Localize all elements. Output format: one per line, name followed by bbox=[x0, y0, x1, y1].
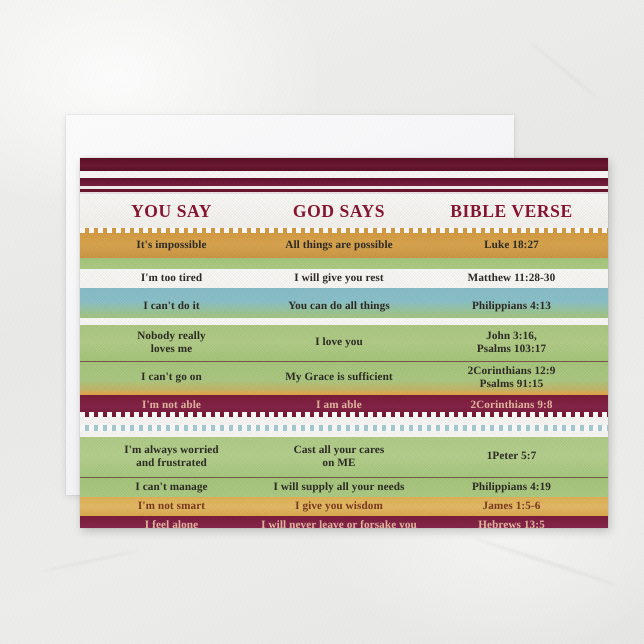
divider-stripe-white bbox=[80, 431, 608, 437]
column-header-bible-verse: BIBLE VERSE bbox=[450, 200, 573, 221]
top-band-white-3 bbox=[80, 192, 608, 194]
top-band-white-2 bbox=[80, 186, 608, 189]
cell-you-say: I'm always worried and frustrated bbox=[124, 443, 219, 470]
column-header-you-say: YOU SAY bbox=[131, 200, 212, 221]
cell-you-say: I feel alone bbox=[144, 519, 199, 528]
cell-you-say: It's impossible bbox=[136, 239, 207, 252]
cell-god-says: I will never leave or forsake you bbox=[261, 519, 417, 528]
table-row[interactable]: I can't do it You can do all things Phil… bbox=[80, 288, 608, 318]
cell-you-say: Nobody really loves me bbox=[137, 329, 206, 356]
marble-vein bbox=[529, 41, 601, 101]
cell-verse: John 3:16, Psalms 103:17 bbox=[476, 329, 547, 356]
divider-stripe-orange bbox=[80, 393, 608, 395]
cell-god-says: My Grace is sufficient bbox=[285, 371, 393, 384]
cell-god-says: I will supply all your needs bbox=[273, 481, 405, 494]
top-band-maroon-thin bbox=[80, 189, 608, 192]
top-band-maroon-medium bbox=[80, 178, 608, 186]
table-row[interactable]: Nobody really loves me I love you John 3… bbox=[80, 325, 608, 361]
table-row[interactable]: It's impossible All things are possible … bbox=[80, 228, 608, 258]
cell-verse: Matthew 11:28-30 bbox=[467, 271, 556, 284]
cell-god-says: Cast all your cares on ME bbox=[293, 443, 385, 470]
cell-you-say: I can't do it bbox=[143, 299, 200, 312]
row-divider-line bbox=[80, 361, 608, 362]
marble-vein bbox=[40, 549, 140, 573]
dotted-ribbon-icon bbox=[80, 425, 608, 431]
cell-verse: 1Peter 5:7 bbox=[486, 450, 537, 463]
dotted-ribbon-icon bbox=[80, 412, 608, 417]
table-row[interactable]: I'm not able I am able 2Corinthians 9:8 bbox=[80, 395, 608, 417]
cell-you-say: I can't manage bbox=[135, 481, 208, 494]
cell-you-say: I'm too tired bbox=[140, 271, 203, 284]
table-row[interactable]: I feel alone I will never leave or forsa… bbox=[80, 516, 608, 528]
cell-verse: 2Corinthians 12:9 Psalms 91:15 bbox=[467, 364, 556, 391]
cell-god-says: You can do all things bbox=[288, 299, 390, 312]
table-header-band: YOU SAY GOD SAYS BIBLE VERSE bbox=[80, 194, 608, 228]
table-row[interactable]: I can't manage I will supply all your ne… bbox=[80, 477, 608, 497]
table-row[interactable]: I'm always worried and frustrated Cast a… bbox=[80, 437, 608, 477]
cell-verse: Hebrews 13:5 bbox=[478, 519, 545, 528]
table-row[interactable]: I'm not smart I give you wisdom James 1:… bbox=[80, 497, 608, 516]
bible-verse-greeting-card[interactable]: YOU SAY GOD SAYS BIBLE VERSE It's imposs… bbox=[80, 158, 608, 528]
cell-god-says: I am able bbox=[316, 399, 362, 412]
cell-god-says: I love you bbox=[315, 336, 363, 349]
cell-you-say: I'm not able bbox=[141, 399, 201, 412]
top-band-maroon-thick bbox=[80, 158, 608, 171]
table-row[interactable]: I can't go on My Grace is sufficient 2Co… bbox=[80, 361, 608, 393]
divider-stripe-white bbox=[80, 318, 608, 325]
divider-stripe-white bbox=[80, 417, 608, 425]
top-band-white-1 bbox=[80, 171, 608, 178]
cell-verse: James 1:5-6 bbox=[482, 499, 541, 512]
cell-verse: 2Corinthians 9:8 bbox=[470, 399, 553, 412]
cell-verse: Luke 18:27 bbox=[484, 239, 539, 252]
table-row[interactable]: I'm too tired I will give you rest Matth… bbox=[80, 269, 608, 288]
cell-verse: Philippians 4:19 bbox=[471, 481, 551, 494]
row-divider-line bbox=[80, 477, 608, 478]
cell-you-say: I can't go on bbox=[141, 371, 202, 384]
dotted-ribbon-teal bbox=[80, 425, 608, 431]
divider-stripe-green bbox=[80, 258, 608, 269]
cell-you-say: I'm not smart bbox=[137, 499, 206, 512]
column-header-god-says: GOD SAYS bbox=[292, 200, 386, 221]
cell-verse: Philippians 4:13 bbox=[471, 299, 551, 312]
cell-god-says: All things are possible bbox=[285, 239, 393, 252]
dotted-ribbon-icon bbox=[80, 228, 608, 233]
cell-god-says: I give you wisdom bbox=[295, 499, 383, 512]
marble-vein bbox=[473, 536, 617, 587]
cell-god-says: I will give you rest bbox=[294, 271, 384, 284]
